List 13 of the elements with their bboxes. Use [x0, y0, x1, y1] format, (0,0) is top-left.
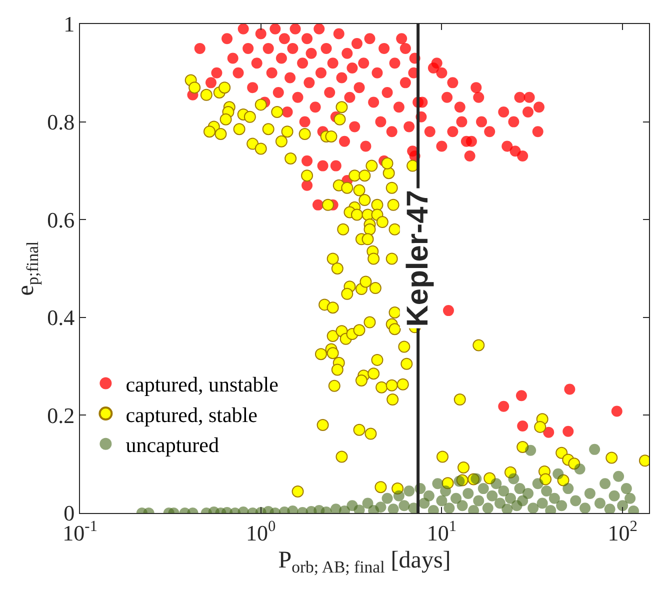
y-tick-label: 0.4 [47, 305, 75, 330]
x-axis-title: P$_{orb; AB; final}$ [days] [278, 548, 451, 577]
x-tick-label: 10$^{0}$ [246, 518, 276, 546]
y-tick-label: 1 [64, 12, 75, 37]
x-tick-label: 10$^{2}$ [608, 518, 638, 546]
y-tick-label: 0.2 [47, 402, 75, 428]
y-tick-label: 0.8 [47, 110, 75, 134]
legend-label: captured, stable [126, 402, 258, 427]
x-tick-label: 10$^{1}$ [426, 518, 457, 546]
y-tick-label: 0.6 [47, 207, 75, 232]
ref-line-label: Kepler-47 [401, 190, 434, 327]
legend-label: uncaptured [126, 433, 220, 458]
legend-label: captured, unstable [126, 372, 278, 396]
